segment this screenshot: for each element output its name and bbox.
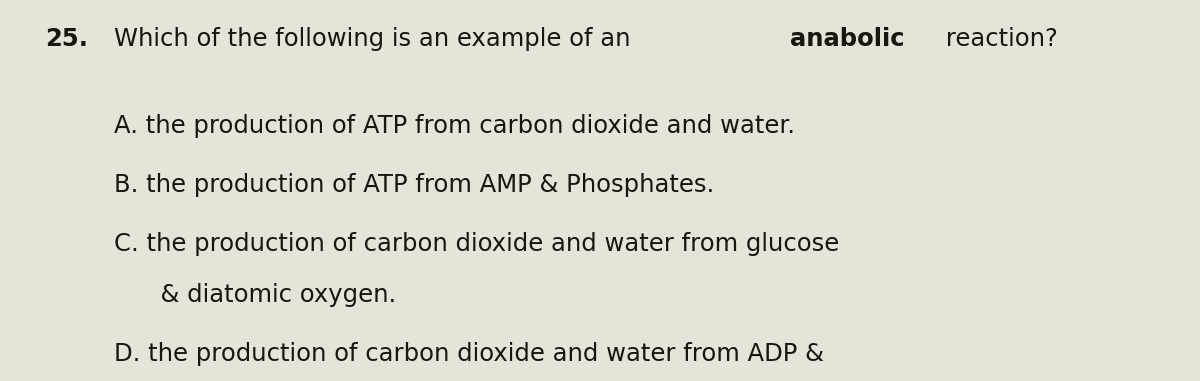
Text: C. the production of carbon dioxide and water from glucose: C. the production of carbon dioxide and … bbox=[114, 232, 839, 256]
Text: reaction?: reaction? bbox=[938, 27, 1058, 51]
Text: Which of the following is an example of an: Which of the following is an example of … bbox=[114, 27, 638, 51]
Text: anabolic: anabolic bbox=[791, 27, 905, 51]
Text: A. the production of ATP from carbon dioxide and water.: A. the production of ATP from carbon dio… bbox=[114, 114, 796, 138]
Text: 25.: 25. bbox=[46, 27, 89, 51]
Text: B. the production of ATP from AMP & Phosphates.: B. the production of ATP from AMP & Phos… bbox=[114, 173, 714, 197]
Text: & diatomic oxygen.: & diatomic oxygen. bbox=[114, 283, 396, 307]
Text: D. the production of carbon dioxide and water from ADP &: D. the production of carbon dioxide and … bbox=[114, 342, 824, 366]
